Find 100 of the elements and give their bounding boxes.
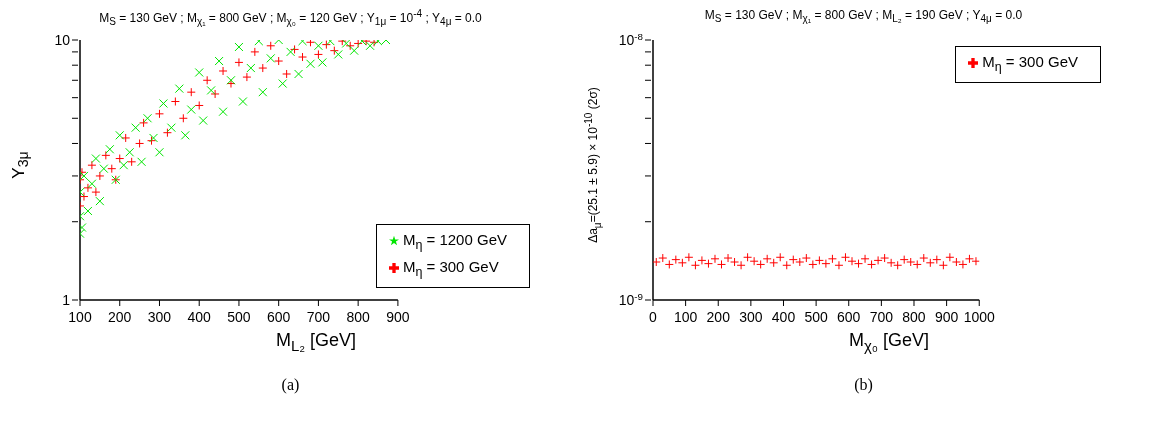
point	[186, 105, 196, 115]
point	[286, 47, 296, 57]
text: (b)	[853, 375, 874, 394]
x-tick-label: 500	[227, 309, 251, 325]
point	[242, 72, 252, 82]
point	[365, 41, 375, 51]
x-tick-label: 400	[771, 309, 796, 325]
point	[170, 97, 180, 107]
chart-title: M$_{S}$ = 130 GeV ; M$_{χ₁}$ = 800 GeV ; M$_{χ₀}$ = 120 GeV ; Y$_{1μ}$ = 10$^{-4}$ ; Y$_{4μ}$ = 0.0	[99, 8, 482, 28]
point	[238, 97, 248, 107]
point	[87, 160, 97, 170]
point	[178, 113, 188, 123]
point	[198, 116, 208, 126]
point	[166, 123, 176, 133]
point	[266, 53, 276, 63]
point	[369, 40, 379, 47]
point	[107, 164, 117, 174]
x-tick-label: 600	[837, 309, 861, 325]
point	[333, 49, 343, 59]
point	[101, 150, 111, 160]
x-tick-label: 800	[902, 309, 926, 325]
point	[305, 59, 315, 69]
point	[317, 57, 327, 67]
point	[218, 66, 228, 76]
point	[87, 179, 97, 189]
point	[91, 187, 101, 197]
point	[137, 157, 147, 167]
point	[313, 41, 323, 51]
point	[258, 87, 268, 97]
point	[180, 130, 190, 140]
y-tick-label: 10$^{-9}$	[618, 290, 643, 308]
x-tick-label: 400	[187, 309, 212, 325]
point	[214, 56, 224, 66]
point	[139, 118, 149, 128]
x-tick-label: 100	[68, 309, 92, 325]
x-tick-label: 700	[869, 309, 894, 325]
x-axis-title: M$_{χ₀}$ [GeV]	[847, 330, 931, 354]
x-tick-label: 1000	[963, 309, 996, 325]
x-tick-label: 900	[934, 309, 959, 325]
x-tick-label: 200	[706, 309, 731, 325]
x-tick-label: 300	[739, 309, 763, 325]
point	[186, 87, 196, 97]
point	[154, 147, 164, 157]
point	[250, 47, 260, 57]
point	[174, 84, 184, 94]
point	[274, 56, 284, 66]
point	[341, 40, 351, 48]
point	[206, 85, 216, 95]
point	[226, 75, 236, 85]
point	[258, 63, 268, 73]
point	[135, 138, 145, 148]
point	[95, 171, 105, 181]
point	[218, 107, 228, 117]
legend-label: M$_{η}$ = 1200 GeV	[402, 231, 507, 252]
point	[294, 69, 304, 79]
x-tick-label: 600	[267, 309, 291, 325]
point	[95, 196, 105, 206]
point	[305, 40, 315, 47]
x-tick-label: 500	[804, 309, 829, 325]
x-tick-label: 700	[306, 309, 331, 325]
point	[83, 206, 93, 216]
point	[115, 130, 125, 140]
point	[246, 63, 256, 73]
point	[80, 171, 89, 181]
point	[121, 133, 131, 143]
y-tick-label: 10$^{-8}$	[618, 30, 644, 48]
x-tick-label: 100	[673, 309, 698, 325]
point	[125, 147, 135, 157]
point	[83, 183, 93, 193]
point	[266, 41, 276, 51]
legend-label: M$_{η}$ = 300 GeV	[982, 53, 1078, 74]
point	[158, 98, 168, 108]
point	[210, 89, 220, 99]
point	[313, 49, 323, 59]
point	[234, 42, 244, 52]
point	[91, 154, 101, 164]
point	[131, 123, 141, 133]
point	[143, 113, 153, 123]
legend-label: M$_{η}$ = 300 GeV	[402, 258, 499, 279]
x-tick-label: 800	[346, 309, 371, 325]
point	[298, 52, 308, 62]
x-tick-label: 900	[386, 309, 410, 325]
point	[234, 57, 244, 67]
point	[282, 69, 292, 79]
point	[202, 75, 212, 85]
point	[194, 67, 204, 77]
point	[349, 46, 359, 56]
point	[105, 144, 115, 154]
x-tick-label: 200	[108, 309, 132, 325]
point	[278, 79, 288, 89]
y-tick-label: 10	[54, 32, 71, 48]
chart-title: M$_{S}$ = 130 GeV ; M$_{χ₁}$ = 800 GeV ; M$_{L₂}$ = 190 GeV ; Y$_{4μ}$ = 0.0	[704, 8, 1023, 25]
point	[194, 100, 204, 110]
x-axis-title: M$_{L₂}$ [GeV]	[274, 330, 358, 354]
x-tick-label: 0	[649, 309, 658, 325]
point	[127, 157, 137, 167]
point	[80, 192, 89, 202]
text: (a)	[280, 375, 301, 394]
point	[154, 109, 164, 119]
y-tick-label: 1	[62, 292, 71, 308]
